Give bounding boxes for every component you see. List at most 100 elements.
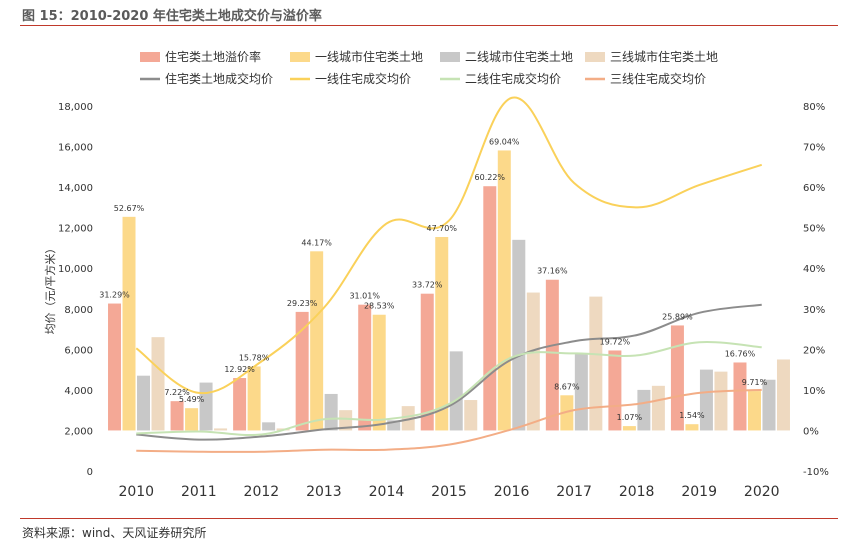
y2-tick-label: 30% — [803, 305, 825, 316]
bar — [170, 401, 184, 431]
bar — [545, 279, 559, 431]
y-tick-label: 6,000 — [64, 345, 93, 356]
y2-tick-label: 50% — [803, 224, 825, 235]
y-tick-label: 14,000 — [58, 183, 93, 194]
legend-label: 三线城市住宅类土地 — [610, 49, 718, 64]
y2-tick-label: 70% — [803, 143, 825, 154]
bar-data-label: 15.78% — [239, 353, 270, 362]
bar — [714, 371, 728, 431]
bar — [199, 382, 213, 431]
series-line — [136, 303, 762, 441]
y-axis-label: 均价（元/平方米） — [43, 243, 57, 335]
bar-data-label: 9.71% — [742, 378, 768, 387]
bar-data-label: 25.89% — [662, 312, 693, 321]
legend-label: 住宅类土地溢价率 — [165, 49, 261, 64]
legend-swatch — [290, 52, 310, 62]
y2-tick-label: 0% — [803, 426, 819, 437]
y-tick-label: 8,000 — [64, 305, 93, 316]
bar-data-label: 1.07% — [617, 413, 643, 422]
y2-tick-label: -10% — [803, 467, 829, 478]
bar-data-label: 69.04% — [489, 137, 520, 146]
legend-swatch — [585, 52, 605, 62]
bar-data-label: 31.29% — [99, 291, 130, 300]
x-tick-label: 2014 — [369, 484, 405, 500]
bar-data-label: 33.72% — [412, 281, 443, 290]
x-axis: 2010 2011 2012 2013 2014 2015 2016 2017 2018 2019… — [118, 484, 779, 500]
bar — [247, 366, 261, 431]
x-tick-label: 2016 — [494, 484, 530, 500]
bar — [589, 296, 603, 431]
bar — [233, 378, 247, 431]
bar — [339, 410, 353, 431]
bar — [526, 292, 540, 431]
bars — [108, 150, 790, 431]
bar — [483, 186, 497, 431]
y2-tick-label: 80% — [803, 102, 825, 113]
legend-swatch — [440, 52, 460, 62]
bar — [574, 353, 588, 431]
bar — [122, 216, 136, 431]
bar — [776, 359, 790, 431]
bar-data-label: 19.72% — [600, 337, 631, 346]
y2-tick-label: 60% — [803, 183, 825, 194]
y-tick-label: 18,000 — [58, 102, 93, 113]
title-rule — [20, 25, 838, 26]
figure-title: 图 15：2010-2020 年住宅类土地成交价与溢价率 — [22, 9, 322, 24]
bar-data-label: 8.67% — [554, 382, 580, 391]
bar — [670, 325, 684, 431]
y-tick-label: 12,000 — [58, 224, 93, 235]
bar — [214, 428, 228, 431]
bar — [622, 426, 636, 431]
bar-data-label: 28.53% — [364, 302, 395, 311]
figure-source: 资料来源：wind、天风证券研究所 — [22, 526, 207, 540]
bar — [262, 422, 276, 431]
y-tick-label: 10,000 — [58, 264, 93, 275]
series-line — [136, 340, 762, 437]
bar-data-label: 37.16% — [537, 267, 568, 276]
bar — [747, 391, 761, 431]
bar — [637, 389, 651, 431]
y2-tick-label: 10% — [803, 386, 825, 397]
bar — [699, 369, 713, 431]
x-tick-label: 2011 — [181, 484, 217, 500]
x-tick-label: 2017 — [556, 484, 592, 500]
bar — [372, 314, 386, 431]
bar — [685, 424, 699, 431]
y-tick-label: 16,000 — [58, 143, 93, 154]
bar — [420, 293, 434, 431]
legend: 住宅类土地溢价率 一线城市住宅类土地 二线城市住宅类土地 三线城市住宅类土地住宅类土地… — [140, 49, 718, 86]
bar — [387, 420, 401, 431]
x-tick-label: 2020 — [744, 484, 780, 500]
source-rule — [20, 518, 838, 519]
bar — [497, 150, 511, 431]
legend-label: 三线住宅成交均价 — [610, 71, 706, 86]
series-line — [136, 388, 762, 453]
y2-tick-label: 40% — [803, 264, 825, 275]
y-tick-label: 0 — [87, 467, 93, 478]
bar-data-label: 29.23% — [287, 299, 318, 308]
bar — [324, 393, 338, 431]
bar — [401, 406, 415, 431]
bar — [151, 337, 165, 431]
x-tick-label: 2012 — [244, 484, 280, 500]
legend-label: 一线住宅成交均价 — [315, 71, 411, 86]
bar — [762, 379, 776, 431]
bar-data-label: 12.92% — [224, 365, 255, 374]
legend-swatch — [140, 52, 160, 62]
x-tick-label: 2019 — [681, 484, 717, 500]
bar — [185, 408, 199, 431]
y2-tick-label: 20% — [803, 345, 825, 356]
bar-data-label: 16.76% — [725, 349, 756, 358]
legend-label: 一线城市住宅类土地 — [315, 49, 423, 64]
x-tick-label: 2013 — [306, 484, 342, 500]
bar — [512, 239, 526, 431]
bar-data-label: 44.17% — [301, 238, 332, 247]
x-tick-label: 2018 — [619, 484, 655, 500]
lines — [135, 96, 763, 453]
bar-data-label: 7.22% — [164, 388, 190, 397]
bar-data-label: 31.01% — [349, 292, 380, 301]
x-tick-label: 2010 — [118, 484, 154, 500]
legend-label: 住宅类土地成交均价 — [165, 71, 273, 86]
bar — [137, 375, 151, 431]
